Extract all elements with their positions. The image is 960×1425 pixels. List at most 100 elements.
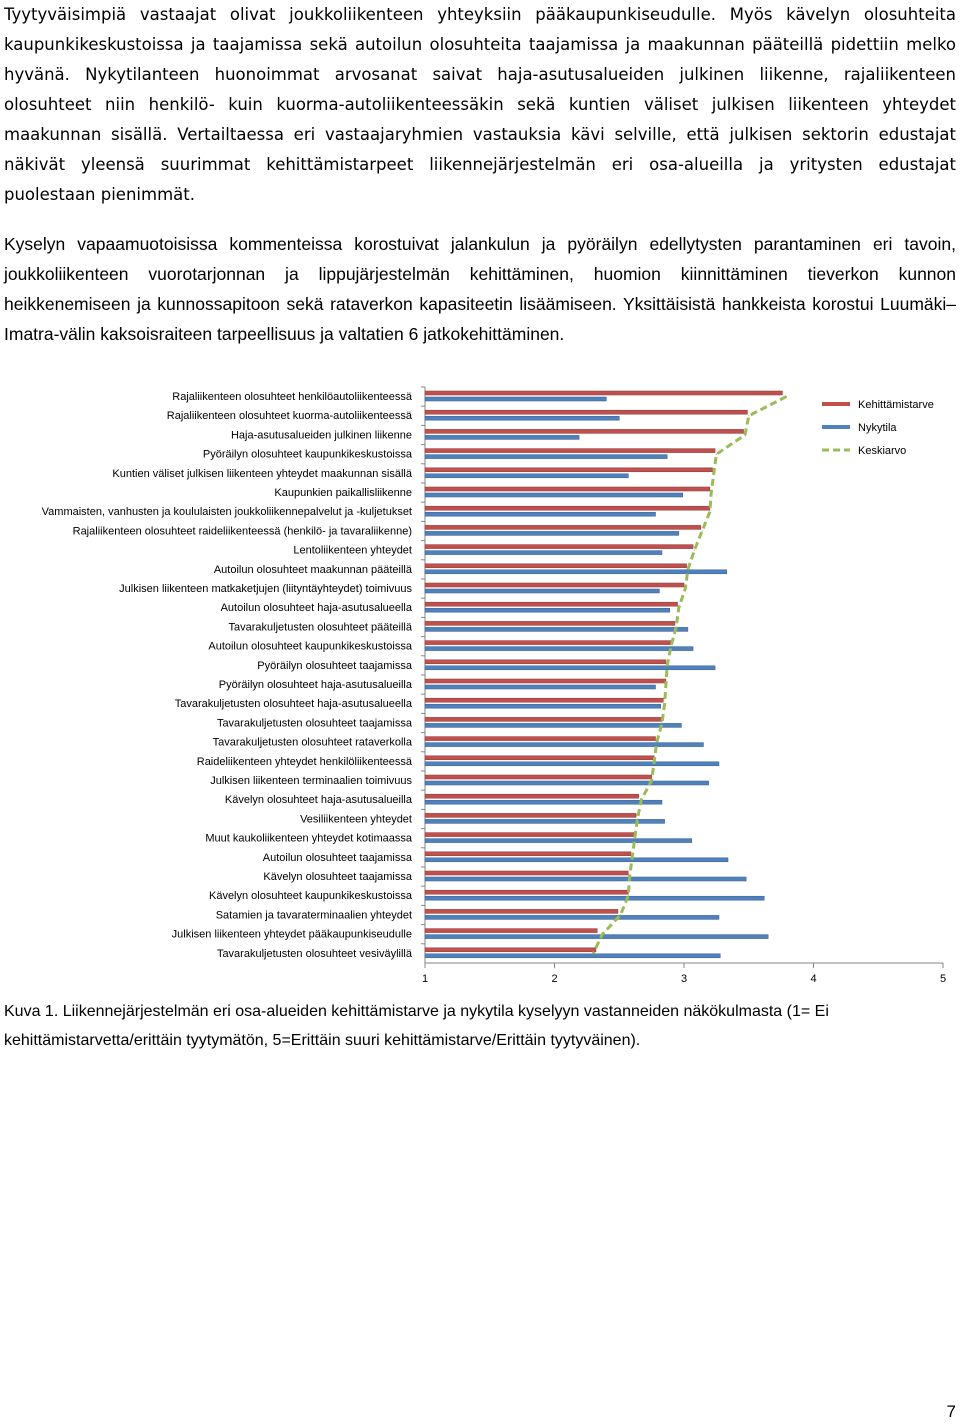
point-keskiarvo xyxy=(744,434,746,436)
category-label: Tavarakuljetusten olosuhteet haja-asutus… xyxy=(175,698,413,710)
x-tick-label: 4 xyxy=(810,973,816,985)
point-keskiarvo xyxy=(710,492,712,494)
bar-kehittamistarve xyxy=(424,793,639,799)
bar-nykytila xyxy=(424,780,709,786)
category-label: Autoilun olosuhteet maakunnan pääteillä xyxy=(214,564,413,576)
figure-caption: Kuva 1. Liikennejärjestelmän eri osa-alu… xyxy=(4,1003,829,1049)
category-label: Rajaliikenteen olosuhteet kuorma-autolii… xyxy=(167,410,413,422)
body-paragraph-1: Tyytyväisimpiä vastaajat olivat joukkoli… xyxy=(4,5,956,204)
bar-kehittamistarve xyxy=(424,909,619,914)
x-tick-label: 2 xyxy=(551,973,557,985)
bar-nykytila xyxy=(424,415,620,421)
point-keskiarvo xyxy=(701,530,703,532)
point-keskiarvo xyxy=(656,741,658,743)
line-keskiarvo xyxy=(591,395,787,955)
point-keskiarvo xyxy=(636,818,639,820)
bar-kehittamistarve xyxy=(424,467,713,473)
bar-kehittamistarve xyxy=(424,544,694,549)
bar-kehittamistarve xyxy=(424,448,716,453)
bar-nykytila xyxy=(424,550,663,555)
category-label: Haja-asutusalueiden julkinen liikenne xyxy=(231,429,412,441)
bar-kehittamistarve xyxy=(424,755,655,761)
point-keskiarvo xyxy=(715,453,718,455)
bar-kehittamistarve xyxy=(424,832,636,837)
category-label: Tavarakuljetusten olosuhteet rataverkoll… xyxy=(213,737,413,749)
bar-kehittamistarve xyxy=(424,582,685,588)
category-label: Satamien ja tavaraterminaalien yhteydet xyxy=(216,909,412,921)
point-keskiarvo xyxy=(670,645,672,647)
bar-kehittamistarve xyxy=(424,774,652,780)
category-label: Pyöräilyn olosuhteet haja-asutusalueilla xyxy=(219,679,413,691)
category-label: Kävelyn olosuhteet haja-asutusalueilla xyxy=(225,794,413,806)
bar-nykytila xyxy=(424,838,693,843)
bar-kehittamistarve xyxy=(424,717,663,722)
page-number: 7 xyxy=(946,1402,956,1421)
point-keskiarvo xyxy=(664,703,666,705)
bar-kehittamistarve xyxy=(424,813,637,818)
legend-label: Nykytila xyxy=(858,422,897,434)
bar-nykytila xyxy=(424,953,721,959)
bar-nykytila xyxy=(424,646,694,651)
bar-nykytila xyxy=(424,915,720,920)
point-keskiarvo xyxy=(687,568,689,570)
point-keskiarvo xyxy=(713,472,715,474)
category-label: Pyöräilyn olosuhteet taajamissa xyxy=(257,660,413,672)
bar-nykytila xyxy=(424,588,660,594)
category-label: Tavarakuljetusten olosuhteet taajamissa xyxy=(217,717,413,729)
bar-nykytila xyxy=(424,761,720,767)
bar-kehittamistarve xyxy=(424,678,667,684)
category-label: Julkisen liikenteen yhteydet pääkaupunki… xyxy=(172,929,412,941)
category-label: Autoilun olosuhteet kaupunkikeskustoissa xyxy=(208,641,413,653)
bar-kehittamistarve xyxy=(424,640,672,645)
category-label: Tavarakuljetusten olosuhteet pääteillä xyxy=(229,621,413,633)
category-label: Kaupunkien paikallisliikenne xyxy=(274,487,412,499)
point-keskiarvo xyxy=(629,876,631,878)
category-label: Raideliikenteen yhteydet henkilöliikente… xyxy=(197,756,413,768)
category-label: Kävelyn olosuhteet kaupunkikeskustoissa xyxy=(209,890,413,902)
bar-nykytila xyxy=(424,665,716,671)
x-tick-label: 3 xyxy=(681,973,687,985)
category-label: Vammaisten, vanhusten ja koululaisten jo… xyxy=(42,506,412,518)
bar-kehittamistarve xyxy=(424,621,676,626)
bar-kehittamistarve xyxy=(424,429,744,434)
point-keskiarvo xyxy=(631,856,633,858)
bar-nykytila xyxy=(424,819,665,824)
category-label: Autoilun olosuhteet taajamissa xyxy=(263,852,413,864)
category-label: Autoilun olosuhteet haja-asutusalueella xyxy=(221,602,413,614)
bar-kehittamistarve xyxy=(424,736,656,741)
bar-nykytila xyxy=(424,857,729,863)
bar-nykytila xyxy=(424,876,747,882)
bar-nykytila xyxy=(424,934,769,939)
category-label: Julkisen liikenteen matkaketjujen (liity… xyxy=(119,583,412,595)
point-keskiarvo xyxy=(666,664,668,666)
bar-nykytila xyxy=(424,723,682,728)
bar-nykytila xyxy=(424,742,704,747)
bar-nykytila xyxy=(424,531,680,536)
bar-nykytila xyxy=(424,569,727,575)
point-keskiarvo xyxy=(653,760,655,762)
point-keskiarvo xyxy=(785,396,787,398)
bar-kehittamistarve xyxy=(424,409,748,415)
bar-kehittamistarve xyxy=(424,928,598,933)
bar-kehittamistarve xyxy=(424,601,678,607)
bar-kehittamistarve xyxy=(424,486,711,492)
bar-nykytila xyxy=(424,627,689,632)
point-keskiarvo xyxy=(675,626,677,628)
bar-nykytila xyxy=(424,684,656,690)
bar-nykytila xyxy=(424,492,683,498)
bar-kehittamistarve xyxy=(424,505,711,511)
bar-nykytila xyxy=(424,895,765,901)
point-keskiarvo xyxy=(665,684,667,686)
point-keskiarvo xyxy=(634,837,636,839)
bar-nykytila xyxy=(424,703,661,709)
legend-swatch xyxy=(822,425,850,429)
x-tick-label: 5 xyxy=(940,973,946,985)
point-keskiarvo xyxy=(678,607,680,609)
development-need-chart: 1 2 3 4 5 Rajaliikenteen olosuhteet henkilöau… xyxy=(42,386,946,985)
bar-nykytila xyxy=(424,607,671,613)
category-label: Vesiliikenteen yhteydet xyxy=(300,813,412,825)
category-label: Julkisen liikenteen terminaalien toimivu… xyxy=(210,775,412,787)
point-keskiarvo xyxy=(684,588,686,590)
bar-nykytila xyxy=(424,511,656,517)
legend-label: Keskiarvo xyxy=(858,445,906,457)
